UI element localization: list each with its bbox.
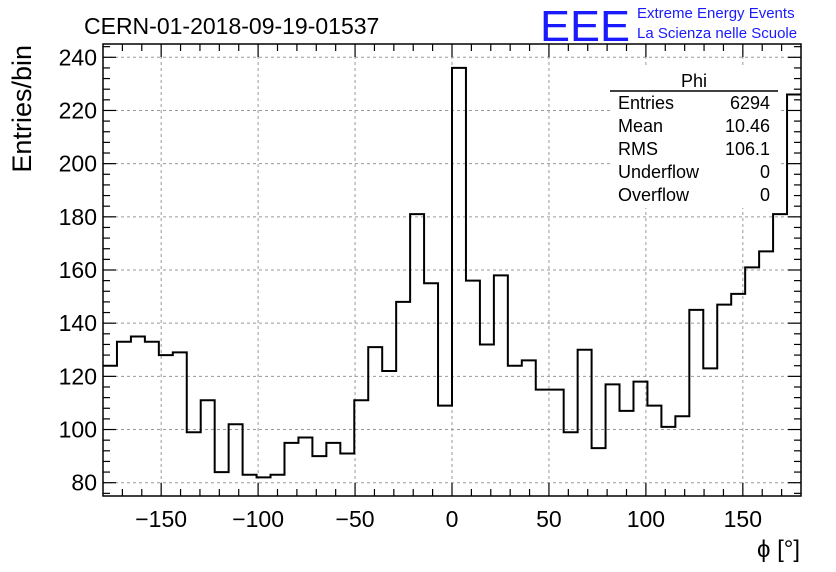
stats-row-label: RMS [618, 139, 658, 159]
x-tick-labels: −150 −100 −50 0 50 100 150 [135, 506, 762, 532]
logo-line-2: La Scienza nelle Scuole [637, 25, 797, 42]
stats-row-value: 0 [760, 185, 770, 205]
stats-row-value: 10.46 [725, 116, 770, 136]
x-tick-label: −50 [336, 506, 375, 532]
logo-line-1: Extreme Energy Events [637, 5, 795, 22]
y-tick-label: 120 [59, 363, 97, 389]
y-tick-label: 100 [59, 417, 97, 443]
x-tick-label: 0 [446, 506, 459, 532]
stats-row-value: 6294 [730, 93, 770, 113]
stats-row-label: Underflow [618, 162, 700, 182]
stats-box-title: Phi [681, 71, 707, 91]
y-tick-labels: 80 100 120 140 160 180 200 220 240 [59, 44, 97, 495]
stats-box: Phi Entries 6294 Mean 10.46 RMS 106.1 Underflo… [610, 68, 778, 208]
x-tick-label: 100 [627, 506, 665, 532]
y-tick-label: 80 [71, 470, 97, 496]
y-tick-label: 140 [59, 310, 97, 336]
x-tick-label: 50 [536, 506, 562, 532]
y-tick-label: 240 [59, 44, 97, 70]
x-tick-label: −100 [232, 506, 284, 532]
y-tick-label: 200 [59, 151, 97, 177]
eee-logo: EEE Extreme Energy Events La Scienza nel… [540, 2, 797, 51]
stats-row-label: Mean [618, 116, 663, 136]
stats-row-value: 106.1 [725, 139, 770, 159]
stats-row-value: 0 [760, 162, 770, 182]
chart-title: CERN-01-2018-09-19-01537 [84, 13, 379, 39]
stats-row-label: Entries [618, 93, 674, 113]
y-axis-label: Entries/bin [7, 45, 37, 173]
x-tick-label: −150 [135, 506, 187, 532]
x-tick-label: 150 [724, 506, 762, 532]
stats-row-label: Overflow [618, 185, 690, 205]
logo-mark: EEE [540, 2, 630, 51]
y-tick-label: 160 [59, 257, 97, 283]
x-axis-label: ϕ [°] [757, 536, 800, 563]
y-tick-label: 220 [59, 97, 97, 123]
axis-ticks [103, 44, 801, 496]
histogram-series [103, 66, 801, 479]
y-tick-label: 180 [59, 204, 97, 230]
